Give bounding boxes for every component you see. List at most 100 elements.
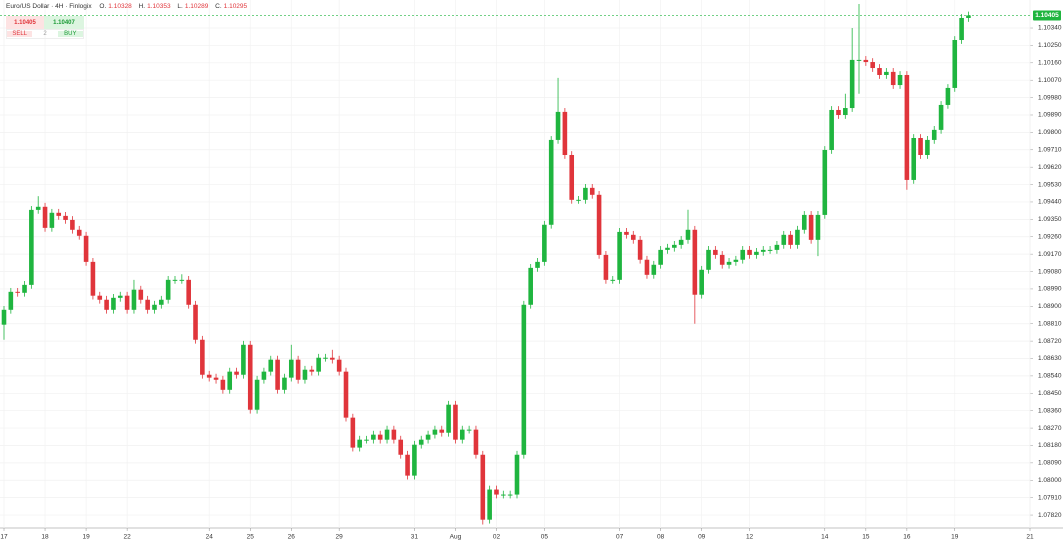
y-tick-label: 1.08810 [1038, 320, 1062, 327]
candle-body [330, 357, 335, 360]
candle-body [35, 206, 41, 210]
candle-body [945, 87, 951, 105]
y-tick-label: 1.09440 [1038, 199, 1062, 206]
candle-body [90, 261, 96, 296]
header: Euro/US Dollar · 4H · Finlogix O. 1.10328… [6, 3, 252, 10]
candle-body [521, 304, 527, 455]
candle-body [781, 234, 787, 245]
candle-body [247, 344, 253, 410]
buy-label[interactable]: BUY [57, 31, 83, 37]
x-tick-label: 24 [206, 534, 214, 541]
trade-panel: 1.10405 1.10407 SELL 2 BUY [6, 16, 84, 39]
y-tick-label: 1.08720 [1038, 338, 1062, 345]
x-tick-label: 25 [247, 534, 255, 541]
candle-body [925, 139, 930, 155]
candle-body [911, 137, 917, 180]
candle-body [275, 359, 280, 390]
candle-body [15, 291, 20, 293]
candle-body [42, 206, 48, 228]
candle-body [309, 369, 315, 372]
y-tick-label: 1.07910 [1038, 494, 1062, 501]
candle-body [336, 359, 342, 372]
candle-body [897, 74, 903, 86]
candle-body [241, 344, 246, 375]
y-tick-label: 1.08630 [1038, 355, 1062, 362]
candle-body [672, 244, 677, 248]
candle-body [733, 259, 739, 262]
y-tick-label: 1.08270 [1038, 425, 1062, 432]
y-tick-label: 1.09530 [1038, 181, 1062, 188]
candle-body [357, 439, 362, 448]
candle-body [138, 289, 144, 300]
candle-body [425, 434, 431, 440]
price-row: 1.10405 1.10407 [6, 16, 84, 29]
y-tick-label: 1.08000 [1038, 477, 1062, 484]
buy-button[interactable]: 1.10407 [44, 16, 84, 29]
candle-body [726, 261, 732, 265]
candle-body [466, 429, 472, 431]
x-tick-label: 31 [411, 534, 419, 541]
candle-body [131, 289, 137, 310]
candle-body [589, 187, 595, 195]
candle-body [432, 429, 438, 435]
candle-body [152, 304, 157, 310]
spread: 2 [43, 31, 47, 37]
candle-body [165, 279, 171, 300]
candle-body [637, 239, 643, 260]
ohlc-value: 1.10353 [147, 3, 171, 10]
ohlc-value: 1.10328 [108, 3, 132, 10]
y-tick-label: 1.10160 [1038, 60, 1062, 67]
candle-body [117, 295, 123, 298]
candle-body [29, 209, 34, 285]
symbol-title: Euro/US Dollar · 4H · Finlogix [6, 3, 92, 10]
candle-body [822, 149, 828, 215]
candle-body [740, 249, 746, 260]
candle-body [268, 359, 274, 372]
candle-body [473, 429, 479, 455]
candle-body [8, 291, 14, 310]
sell-label[interactable]: SELL [7, 31, 33, 37]
x-tick-label: Aug [450, 534, 462, 541]
candle-body [624, 231, 629, 235]
ohlc-value: 1.10295 [223, 3, 248, 10]
candle-body [193, 304, 198, 340]
candle-body [678, 239, 684, 245]
candle-body [111, 297, 116, 310]
candle-body [364, 439, 369, 441]
x-tick-label: 07 [616, 534, 624, 541]
candle-body [200, 339, 205, 375]
candle-body [227, 371, 233, 390]
ohlc-key: O. [99, 3, 107, 10]
candle-body [206, 374, 212, 378]
candle-body [234, 371, 239, 375]
candle-body [97, 295, 103, 300]
sell-button[interactable]: 1.10405 [6, 16, 44, 29]
candle-body [843, 108, 848, 115]
candle-body [343, 371, 349, 418]
y-tick-label: 1.09710 [1038, 146, 1062, 153]
candle-body [49, 212, 55, 228]
y-tick-label: 1.08900 [1038, 303, 1062, 310]
candle-body [719, 254, 725, 265]
candle-body [815, 214, 821, 240]
candle-body [877, 68, 882, 75]
x-tick-label: 02 [493, 534, 501, 541]
candle-body [747, 249, 752, 255]
candle-body [70, 219, 75, 230]
candle-body [288, 359, 294, 378]
candle-body [439, 429, 445, 433]
x-tick-label: 17 [0, 534, 8, 541]
candle-body [692, 229, 698, 295]
candle-body [760, 249, 766, 252]
ohlc-value: 1.10289 [184, 3, 209, 10]
candle-body [856, 59, 862, 61]
candle-body [507, 494, 513, 496]
candle-body [583, 187, 588, 200]
y-tick-label: 1.09620 [1038, 164, 1062, 171]
candle-body [220, 379, 226, 390]
x-tick-label: 15 [862, 534, 870, 541]
candle-body [542, 224, 547, 262]
x-tick-label: 14 [821, 534, 829, 541]
y-tick-label: 1.07820 [1038, 512, 1062, 519]
candle-body [617, 231, 622, 280]
